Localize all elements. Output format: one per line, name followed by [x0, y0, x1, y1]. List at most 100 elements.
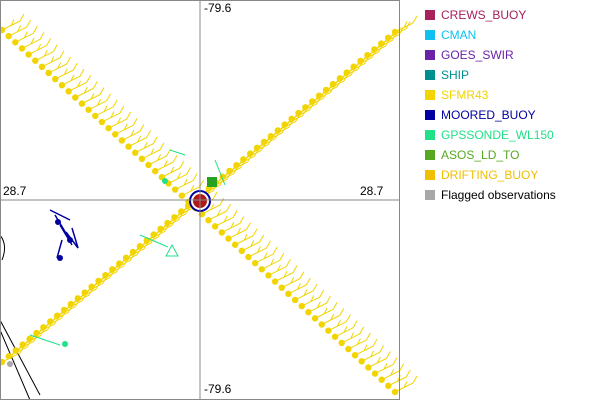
- wind-barb: [174, 173, 198, 190]
- legend-swatch: [425, 110, 435, 120]
- wind-barb: [81, 87, 105, 105]
- legend-label: DRIFTING_BUOY: [441, 168, 538, 182]
- legend-label: ASOS_LD_TO: [441, 148, 519, 162]
- axis-label-top: -79.6: [204, 1, 232, 15]
- wind-barb: [394, 375, 418, 393]
- observation-dot: [315, 92, 323, 99]
- observation-dot: [231, 241, 239, 248]
- observation-dot: [58, 82, 66, 89]
- axis-label-bottom: -79.6: [204, 382, 232, 396]
- observation-dot: [378, 40, 385, 47]
- wind-barb: [48, 56, 72, 74]
- observation-dot: [136, 243, 144, 250]
- buoy-barbs: [49, 209, 79, 259]
- wind-barb: [121, 124, 145, 141]
- observation-dot: [171, 214, 178, 221]
- legend-swatch: [425, 150, 435, 160]
- wind-barb: [35, 44, 58, 62]
- observation-dot: [218, 229, 226, 236]
- observation-dot: [67, 300, 75, 308]
- buoy-dot: [67, 237, 73, 243]
- wind-barb: [288, 277, 311, 295]
- observation-dot: [265, 272, 272, 279]
- observation-dot: [32, 57, 39, 64]
- observation-dot: [65, 88, 72, 95]
- observation-dot: [260, 138, 268, 146]
- wind-barb: [115, 118, 138, 135]
- wind-barb: [148, 148, 171, 166]
- observation-dot: [12, 39, 19, 46]
- observation-dot: [358, 358, 365, 365]
- observation-dot: [33, 329, 40, 337]
- wind-barb: [341, 326, 365, 344]
- observation-dot: [74, 295, 82, 302]
- observation-dot: [350, 63, 357, 70]
- observation-dot: [318, 321, 325, 328]
- observation-dot: [19, 341, 26, 348]
- legend-swatch: [425, 170, 435, 180]
- observation-dot: [267, 133, 275, 140]
- legend-swatch: [425, 70, 435, 80]
- observation-dot: [247, 150, 254, 157]
- observation-dot: [371, 46, 378, 53]
- sonde-dot: [62, 341, 68, 347]
- wind-barb: [321, 308, 345, 325]
- observation-dot: [171, 186, 179, 193]
- legend-label: SFMR43: [441, 88, 489, 102]
- wind-barb: [128, 130, 151, 148]
- observation-dot: [258, 266, 265, 273]
- wind-barb: [294, 283, 318, 301]
- wind-barb: [214, 210, 238, 227]
- map-layer: [0, 13, 418, 401]
- observation-dot: [25, 51, 32, 58]
- observation-dot: [145, 161, 152, 169]
- wind-barb: [374, 357, 398, 375]
- wind-barb: [95, 99, 118, 117]
- wind-barb: [168, 167, 191, 184]
- sonde-dot: [162, 178, 168, 184]
- wind-barb: [368, 351, 391, 368]
- wind-barb: [248, 240, 271, 258]
- observation-dot: [351, 351, 359, 359]
- observation-dot: [132, 149, 139, 156]
- coastline: [0, 234, 41, 401]
- observation-dot: [178, 192, 186, 199]
- buoy-dot: [55, 219, 61, 225]
- observation-dot: [391, 28, 399, 36]
- observation-dot: [329, 80, 337, 88]
- observation-dot: [52, 75, 59, 83]
- wind-barb: [55, 62, 78, 80]
- wind-barb: [75, 81, 98, 98]
- wind-barb: [161, 161, 185, 178]
- observation-dot: [391, 388, 399, 396]
- observation-dot: [281, 121, 288, 128]
- observation-dot: [178, 208, 185, 215]
- wind-barb: [274, 265, 298, 283]
- observation-dot: [150, 231, 157, 238]
- observation-dot: [116, 260, 123, 267]
- legend-label: SHIP: [441, 68, 469, 82]
- observation-dot: [5, 32, 12, 40]
- wind-barb: [134, 136, 158, 154]
- observation-dot: [98, 118, 106, 126]
- wind-barb: [108, 111, 132, 129]
- wind-barb: [361, 345, 385, 362]
- legend-swatch: [425, 90, 435, 100]
- legend-label: Flagged observations: [441, 188, 556, 202]
- wind-barb: [154, 154, 178, 172]
- observation-dot: [47, 318, 54, 325]
- observation-dot: [278, 284, 285, 291]
- wind-barb: [221, 216, 245, 233]
- wind-barb: [301, 289, 325, 307]
- observation-dot: [285, 290, 292, 298]
- observation-dot: [40, 324, 47, 331]
- wind-barb: [328, 314, 351, 332]
- wind-barb: [15, 26, 38, 43]
- sonde-triangle: [165, 243, 179, 257]
- observation-dot: [45, 69, 52, 77]
- observation-dot: [12, 347, 19, 354]
- observation-dot: [60, 306, 68, 314]
- observation-dot: [233, 161, 240, 169]
- observation-dot: [331, 333, 339, 340]
- observation-dot: [384, 34, 392, 41]
